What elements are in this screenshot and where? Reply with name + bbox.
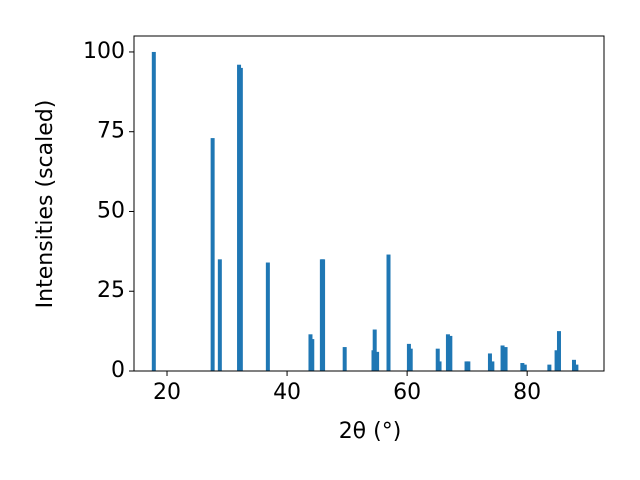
bar bbox=[500, 345, 505, 371]
bar bbox=[503, 347, 508, 371]
bar bbox=[321, 259, 326, 371]
bar bbox=[448, 335, 453, 371]
bar bbox=[151, 51, 156, 371]
bar bbox=[435, 348, 440, 371]
plot-frame bbox=[133, 35, 605, 372]
bar bbox=[210, 138, 215, 371]
y-tick-label: 75 bbox=[97, 119, 125, 144]
bar bbox=[556, 331, 561, 371]
bar bbox=[487, 353, 492, 371]
y-tick-label: 0 bbox=[111, 358, 125, 383]
x-tick-label: 20 bbox=[153, 380, 181, 405]
bar bbox=[238, 67, 243, 372]
y-tick-label: 25 bbox=[97, 278, 125, 303]
x-axis-label: 2θ (°) bbox=[339, 419, 402, 444]
y-axis-label: Intensities (scaled) bbox=[33, 100, 58, 309]
bar bbox=[490, 361, 495, 371]
bar bbox=[571, 359, 576, 371]
y-tick-label: 50 bbox=[97, 198, 125, 223]
bar bbox=[466, 361, 471, 371]
bar bbox=[342, 347, 347, 371]
bar bbox=[386, 254, 391, 371]
bar bbox=[547, 364, 552, 371]
x-tick-label: 40 bbox=[273, 380, 301, 405]
bar bbox=[554, 350, 559, 371]
bar bbox=[522, 364, 527, 371]
x-tick-label: 80 bbox=[513, 380, 541, 405]
bar bbox=[445, 334, 450, 371]
bar bbox=[310, 339, 315, 371]
bar bbox=[265, 262, 270, 371]
bar bbox=[217, 259, 222, 371]
x-tick-label: 60 bbox=[393, 380, 421, 405]
bar bbox=[437, 361, 442, 371]
y-tick-label: 100 bbox=[83, 39, 125, 64]
bar bbox=[408, 348, 413, 371]
bar bbox=[574, 364, 579, 371]
bar bbox=[375, 351, 380, 371]
bar bbox=[520, 363, 525, 371]
bar bbox=[372, 329, 377, 371]
